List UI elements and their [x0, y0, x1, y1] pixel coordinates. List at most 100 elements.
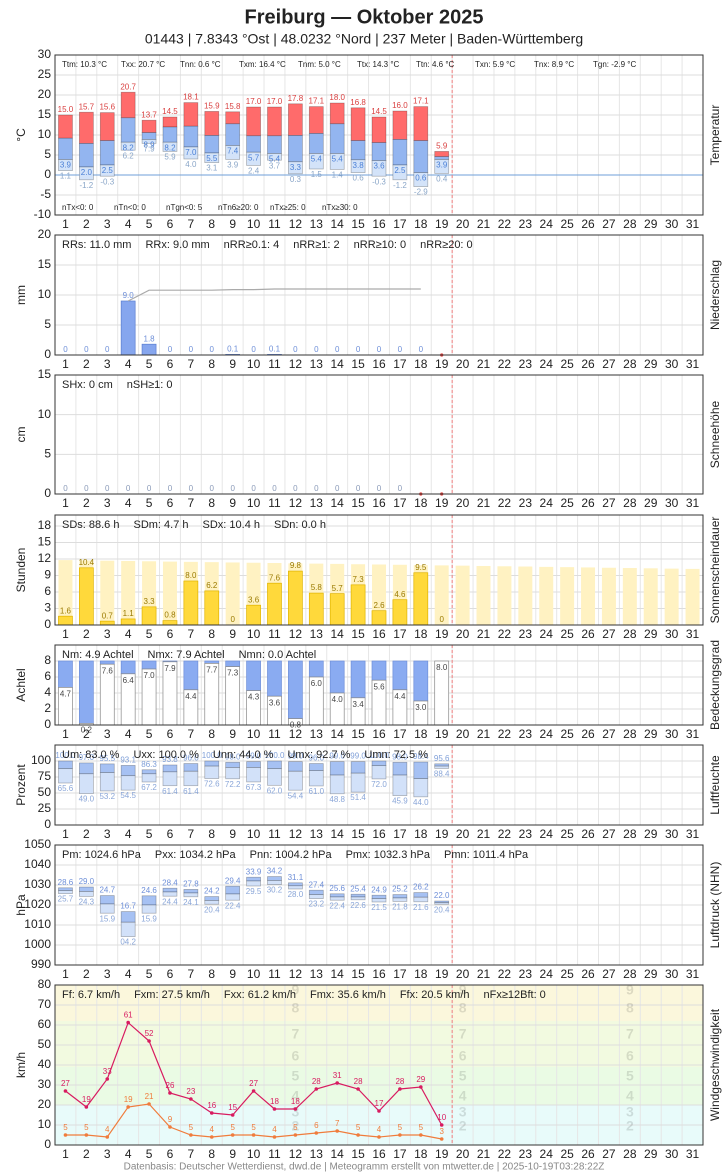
plot-frame — [54, 744, 704, 826]
stats-row: RRs: 11.0 mm RRx: 9.0 mm nRR≥0.1: 4 nRR≥1: … — [62, 239, 473, 251]
value-label: 5.6 — [373, 682, 385, 691]
value-label: 3.6 — [269, 698, 281, 707]
x-tick-label: 1 — [62, 217, 69, 231]
range-bar — [99, 772, 115, 792]
wind-band — [55, 1021, 703, 1067]
value-label: 5 — [419, 1123, 424, 1132]
value-label: 4.4 — [185, 692, 197, 701]
x-tick-label: 1 — [62, 1147, 69, 1161]
point — [230, 1113, 235, 1117]
point — [209, 1111, 214, 1115]
y-axis-label: °C — [14, 128, 28, 142]
range-bar — [350, 140, 366, 161]
side-title: Temperatur — [708, 105, 722, 166]
y-tick-label: 15 — [38, 107, 52, 121]
range-bar — [267, 880, 282, 885]
value-label: 15 — [228, 1103, 237, 1112]
stat: Pnn: 1004.2 hPa — [250, 849, 333, 861]
y-tick-label: 25 — [38, 67, 52, 81]
y-tick-label: 6 — [44, 584, 51, 598]
x-tick-label: 9 — [229, 357, 236, 371]
x-tick-label: 8 — [208, 496, 215, 510]
range-bar — [267, 135, 282, 154]
point — [335, 1081, 339, 1085]
value-label: 0 — [63, 345, 68, 354]
x-tick-label: 13 — [310, 827, 324, 841]
range-bar — [329, 893, 345, 898]
value-label: 0 — [377, 484, 382, 493]
beaufort-label: 5 — [291, 1068, 299, 1084]
point — [251, 1133, 256, 1137]
x-tick-label: 7 — [188, 496, 195, 510]
x-tick-label: 6 — [167, 496, 174, 510]
value-label: 33 — [103, 1067, 112, 1076]
value-label: 72.0 — [371, 780, 387, 789]
x-tick-label: 27 — [602, 217, 616, 231]
stat: Pm: 1024.6 hPa — [62, 849, 142, 861]
beaufort-label: 9 — [291, 982, 299, 998]
value-label: 18.0 — [329, 93, 345, 102]
value-label: 27 — [249, 1079, 258, 1088]
footer: Datenbasis: Deutscher Wetterdienst, dwd.… — [124, 1162, 605, 1173]
range-bar — [183, 125, 199, 148]
value-label: 1.6 — [60, 606, 72, 615]
x-tick-label: 20 — [456, 496, 470, 510]
value-label: 25.7 — [58, 895, 74, 904]
x-tick-label: 24 — [540, 967, 554, 981]
value-label: 0 — [147, 484, 152, 493]
y-tick-label: 9 — [44, 568, 51, 582]
point — [147, 1039, 151, 1043]
y-axis-label: km/h — [14, 1052, 28, 1078]
value-label: 26.2 — [413, 883, 429, 892]
value-label: 100.0 — [369, 751, 390, 760]
value-label: 7.0 — [185, 148, 197, 157]
x-tick-label: 24 — [540, 827, 554, 841]
y-tick-label: 10 — [38, 127, 52, 141]
range-bar — [162, 141, 178, 152]
beaufort-label: 7 — [291, 1026, 299, 1042]
value-label: 19 — [82, 1095, 91, 1104]
x-tick-label: 25 — [560, 727, 574, 741]
x-tick-label: 26 — [581, 1147, 595, 1161]
value-label: 7.3 — [353, 575, 365, 584]
range-bar — [246, 135, 261, 153]
range-bar — [183, 102, 199, 127]
value-label: 29.0 — [79, 877, 95, 886]
x-tick-label: 28 — [623, 727, 637, 741]
x-tick-label: 16 — [372, 967, 386, 981]
value-label: -0.3 — [100, 177, 114, 186]
stat: SHx: 0 cm — [62, 379, 113, 391]
stat: Fxm: 27.5 km/h — [134, 989, 210, 1001]
range-bar — [392, 894, 408, 899]
value-label: 1.1 — [123, 609, 135, 618]
value-label: 0.8 — [164, 611, 176, 620]
value-label: 04.2 — [120, 938, 136, 947]
value-label: 15.6 — [99, 103, 115, 112]
value-label: 5.7 — [248, 153, 260, 162]
y-tick-label: 80 — [38, 977, 52, 991]
value-label: 0 — [335, 484, 340, 493]
x-tick-label: 29 — [644, 727, 658, 741]
value-label: 5 — [398, 1123, 403, 1132]
point — [377, 1135, 381, 1139]
stat: Tgn: -2.9 °C — [593, 60, 636, 69]
bar — [372, 564, 386, 625]
value-label: 0.3 — [290, 175, 302, 184]
x-tick-label: 24 — [540, 727, 554, 741]
value-label: 15.7 — [79, 102, 95, 111]
value-label: 1.1 — [60, 172, 72, 181]
bar — [58, 560, 73, 625]
x-tick-label: 19 — [435, 357, 449, 371]
value-label: 2.5 — [394, 166, 406, 175]
value-label: 5.4 — [311, 155, 323, 164]
point — [189, 1097, 193, 1101]
y-tick-label: 10 — [38, 407, 52, 421]
x-tick-label: 22 — [498, 827, 512, 841]
value-label: 61.0 — [309, 787, 325, 796]
range-bar — [308, 770, 324, 787]
x-tick-label: 27 — [602, 357, 616, 371]
x-tick-label: 9 — [229, 967, 236, 981]
value-label: 20.4 — [204, 905, 220, 914]
value-label: 0 — [356, 345, 361, 354]
value-label: -2.9 — [414, 188, 428, 197]
